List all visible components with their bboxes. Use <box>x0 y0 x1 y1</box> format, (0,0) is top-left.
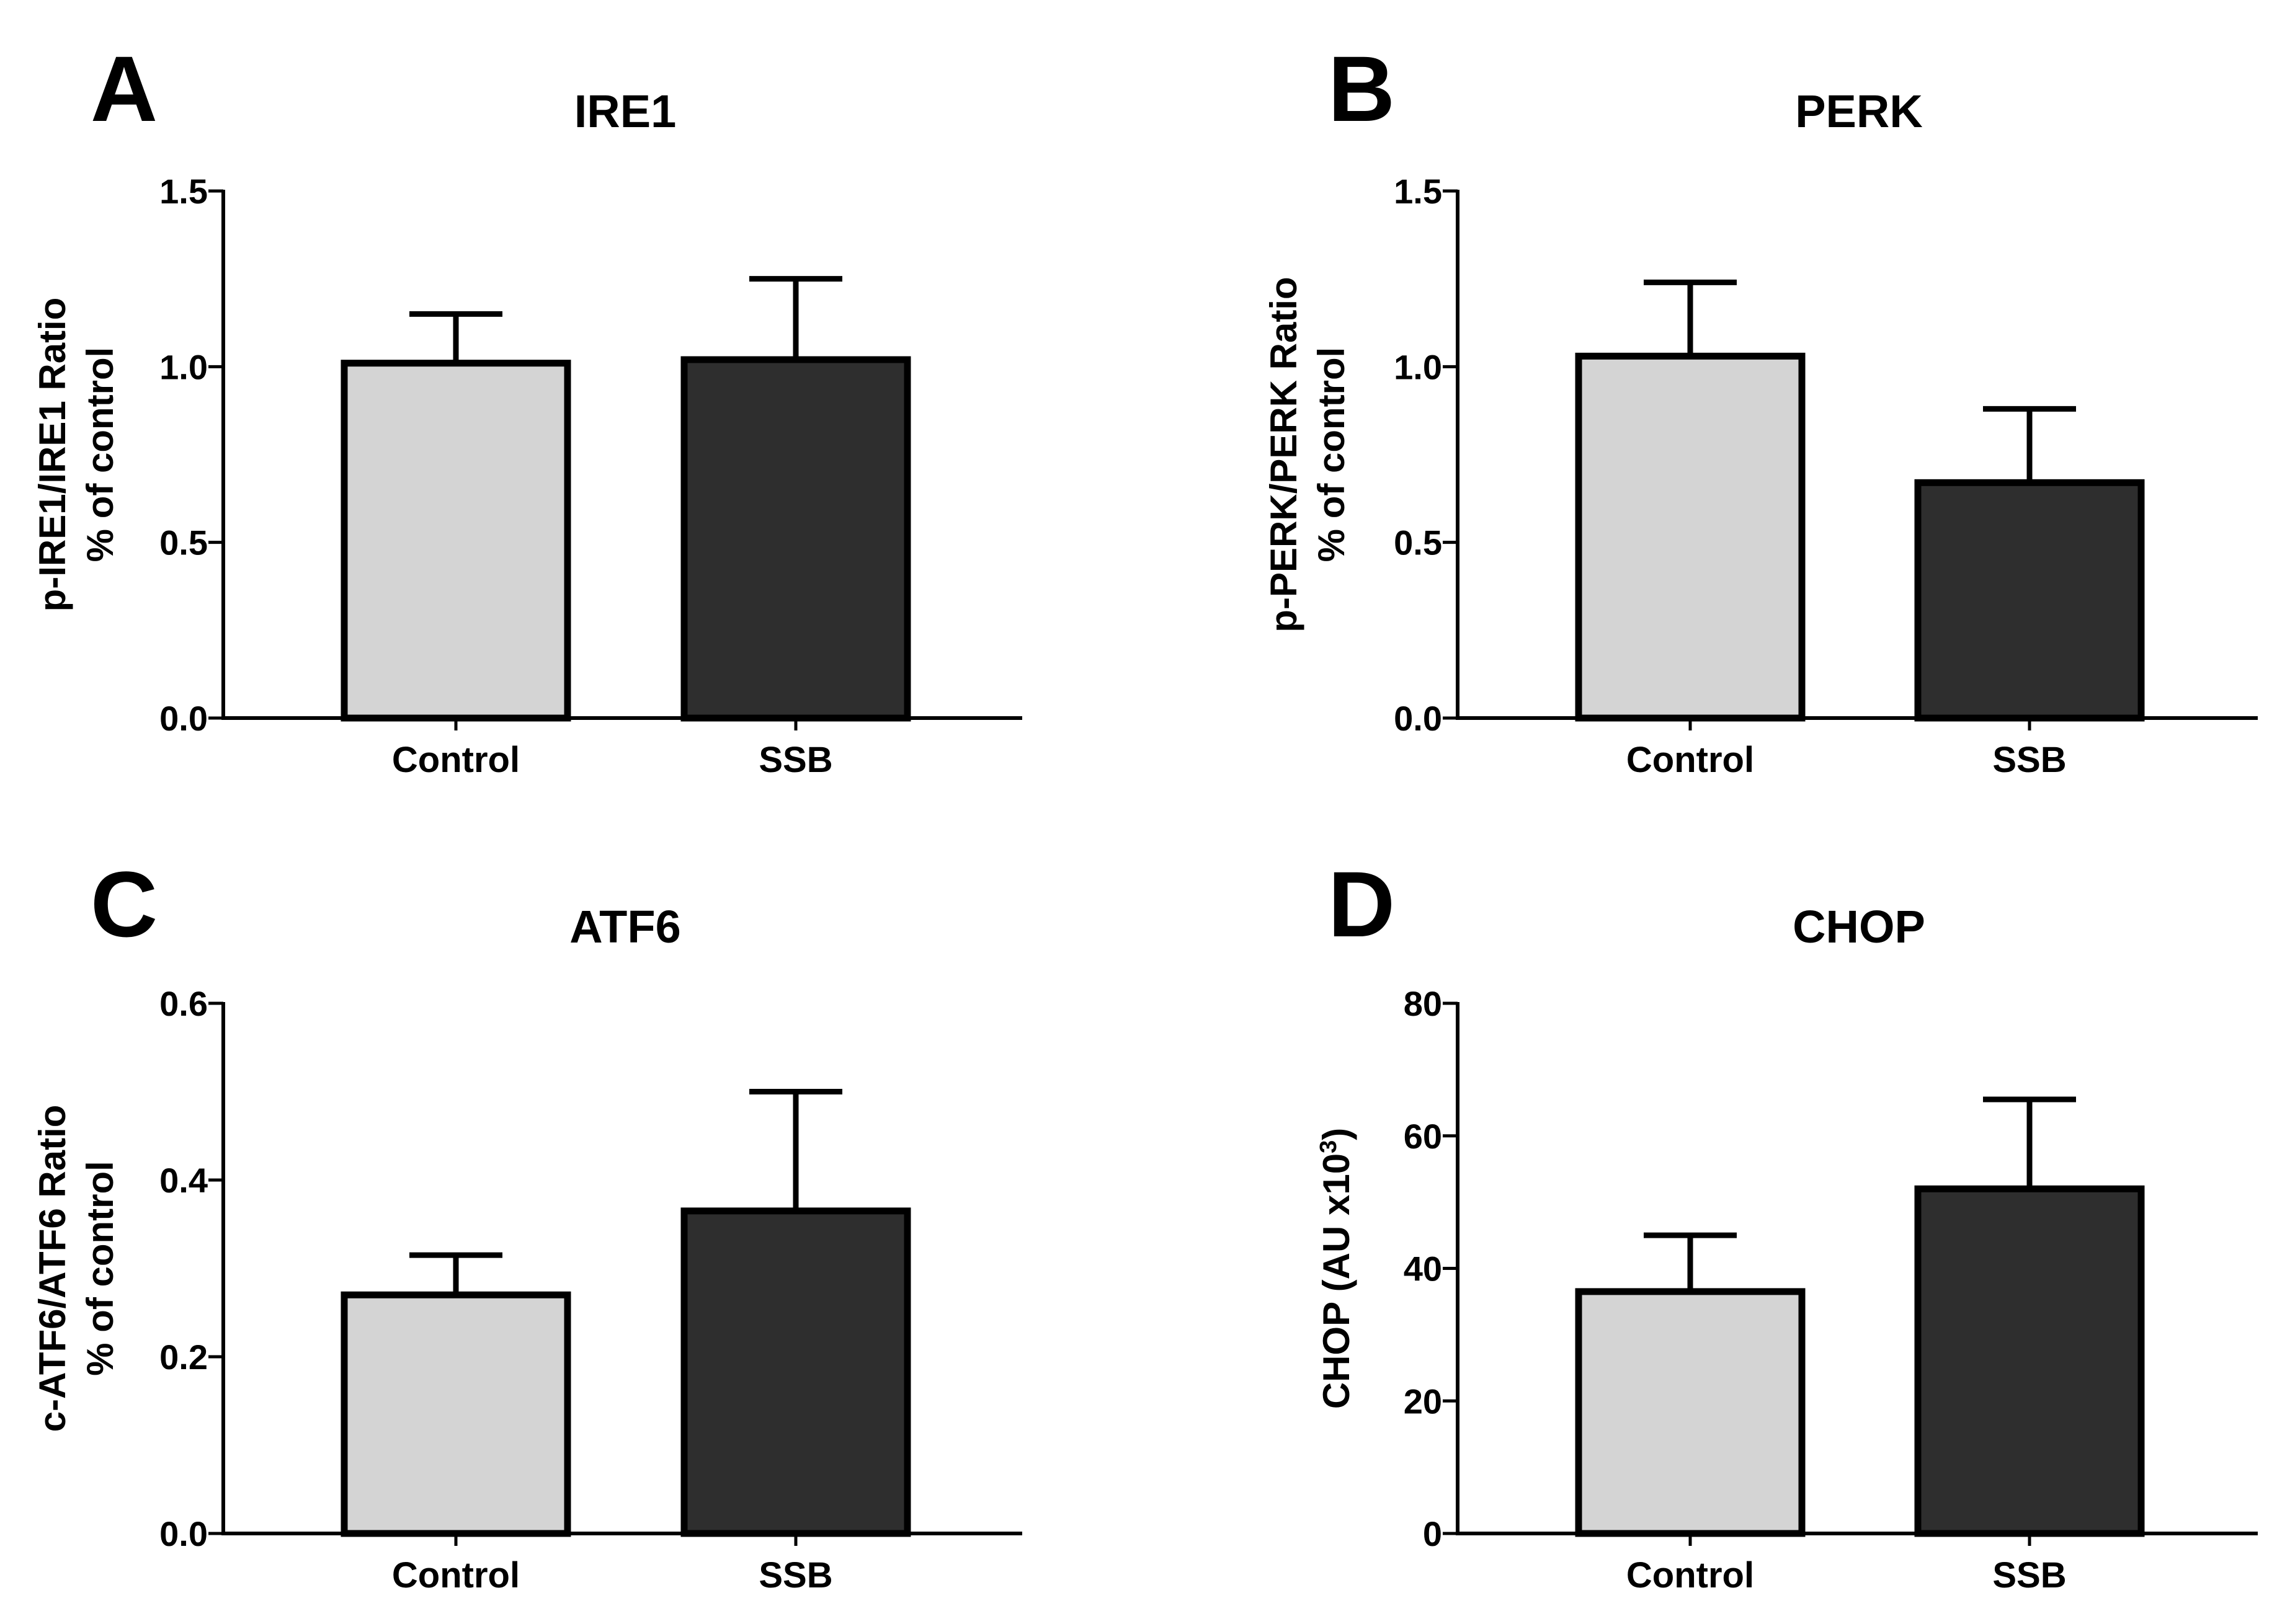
category-label-control: Control <box>1626 1555 1754 1595</box>
y-axis-label-main: CHOP (AU x10 <box>1316 1153 1357 1409</box>
y-tick-label: 0.5 <box>159 523 208 562</box>
chart-panel-d: D CHOP Control SSB 0 20 40 60 80 CHOP (AU x103) <box>1316 852 2258 1595</box>
y-tick-label: 1.5 <box>1394 172 1442 211</box>
bar-control <box>341 1291 571 1537</box>
y-tick-label: 0.5 <box>1394 523 1442 562</box>
panel-letter: B <box>1328 37 1395 141</box>
category-label-control: Control <box>392 740 520 780</box>
bar-control <box>1575 352 1806 722</box>
chart-panel-c: C ATF6 Control SSB 0.0 0.2 0.4 0.6 c-ATF6/ATF6 R… <box>32 852 1022 1595</box>
category-label-ssb: SSB <box>1992 1555 2066 1595</box>
y-axis-label: CHOP (AU x103) <box>1316 1128 1357 1409</box>
chart-panel-a: A IRE1 Control SSB 0.0 0.5 1.0 1.5 p-IRE1/IRE1 R… <box>32 37 1022 780</box>
chart-title: ATF6 <box>569 901 681 952</box>
y-tick-label: 0 <box>1423 1514 1442 1553</box>
bar-control <box>341 360 571 722</box>
y-axis-label-close: ) <box>1316 1128 1357 1140</box>
category-label-ssb: SSB <box>759 1555 832 1595</box>
y-tick-label: 0.0 <box>1394 699 1442 738</box>
y-axis-label-line2: % of control <box>1311 347 1352 562</box>
y-axis-label-line2: % of control <box>79 347 121 562</box>
y-axis-label-superscript: 3 <box>1316 1140 1342 1153</box>
category-label-control: Control <box>392 1555 520 1595</box>
y-tick-label: 0.0 <box>159 1514 208 1553</box>
y-tick-label: 0.6 <box>159 984 208 1023</box>
bar-ssb <box>680 356 911 722</box>
bar-ssb <box>680 1207 911 1537</box>
y-tick-label: 80 <box>1404 984 1442 1023</box>
y-tick-label: 1.0 <box>1394 347 1442 386</box>
y-axis-label-line2: % of control <box>79 1161 121 1376</box>
y-tick-label: 1.0 <box>159 347 208 386</box>
y-axis-label-line1: p-IRE1/IRE1 Ratio <box>32 298 73 612</box>
panel-letter: A <box>91 37 158 141</box>
y-axis-label-line1: p-PERK/PERK Ratio <box>1263 277 1304 632</box>
panel-letter: C <box>91 852 158 956</box>
y-tick-label: 60 <box>1404 1117 1442 1156</box>
bar-ssb <box>1914 479 2145 722</box>
y-axis-label-line1: c-ATF6/ATF6 Ratio <box>32 1105 73 1432</box>
category-label-ssb: SSB <box>759 740 832 780</box>
y-tick-label: 0.2 <box>159 1338 208 1377</box>
y-tick-label: 1.5 <box>159 172 208 211</box>
chart-title: PERK <box>1795 86 1923 137</box>
chart-title: CHOP <box>1793 901 1925 952</box>
y-tick-label: 20 <box>1404 1382 1442 1421</box>
y-tick-label: 0.0 <box>159 699 208 738</box>
bar-control <box>1575 1288 1806 1537</box>
y-tick-label: 0.4 <box>159 1161 208 1200</box>
y-tick-label: 40 <box>1404 1249 1442 1289</box>
chart-title: IRE1 <box>574 86 677 137</box>
chart-panel-b: B PERK Control SSB 0.0 0.5 1.0 1.5 p-PERK/PERK R… <box>1263 37 2258 780</box>
panel-letter: D <box>1328 852 1395 956</box>
bar-ssb <box>1914 1185 2145 1537</box>
category-label-ssb: SSB <box>1992 740 2066 780</box>
category-label-control: Control <box>1626 740 1754 780</box>
